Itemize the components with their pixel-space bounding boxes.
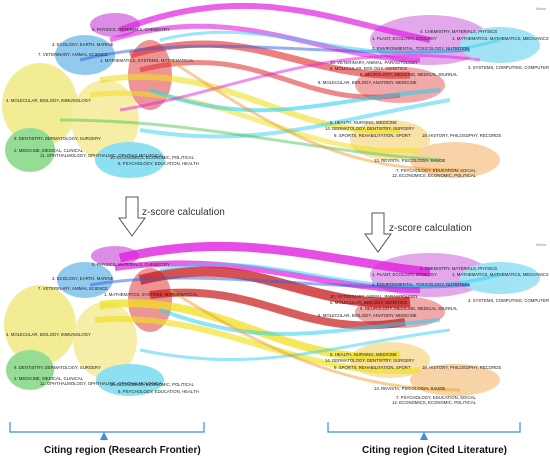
right-down-arrow-icon xyxy=(364,212,392,253)
top-right-label: 1. MATHEMATICS, MATHEMATICS, MECHANICS xyxy=(452,36,549,41)
top-right-label: 1. PLANT, ECOLOGY, ZOOLOGY xyxy=(372,36,437,41)
zscore-left-label: z-score calculation xyxy=(142,207,225,218)
top-left-label: 7. VETERINARY, ANIMAL SCIENCE xyxy=(38,52,108,57)
bottom-left-label: 9. DENTISTRY, DERMATOLOGY, SURGERY xyxy=(14,365,101,370)
bottom-left-label: 11. OPHTHALMOLOGY, OPHTHALMIC, OPHTHALMO… xyxy=(40,381,162,386)
top-right-label: 10. VETERINARY, ANIMAL, PARASITOLOGY xyxy=(330,60,418,65)
bottom-right-label: 7. PSYCHOLOGY, EDUCATION, SOCIAL xyxy=(396,395,476,400)
top-left-label: 4. MOLECULAR, BIOLOGY, IMMUNOLOGY xyxy=(6,98,91,103)
top-right-label: 5. HEALTH, NURSING, MEDICINE xyxy=(330,120,398,125)
citing-region-arrow-icon xyxy=(100,432,108,440)
bottom-left-label: 1. MATHEMATICS, SYSTEMS, MATHEMATICAL xyxy=(104,292,198,297)
top-right-label: 3. SYSTEMS, COMPUTING, COMPUTER xyxy=(468,65,549,70)
top-right-label: 13. REVISTA, PSICOLOGIA, SAUDE xyxy=(374,158,446,163)
bottom-right-label: 6. NEUROLOGY, MEDICINE, MEDICAL JOURNAL xyxy=(360,306,458,311)
bottom-right-label: 8. MOLECULAR, BIOLOGY, ANATOMY, MEDICINE xyxy=(318,313,417,318)
bottom-right-label: 13. REVISTA, PSICOLOGIA, SAUDE xyxy=(374,386,446,391)
bottom-right-label: 1. MATHEMATICS, MATHEMATICS, MECHANICS xyxy=(452,272,549,277)
bottom-overlay-svg xyxy=(4,241,540,396)
bottom-right-label: 14. DERMATOLOGY, DENTISTRY, SURGERY xyxy=(325,358,415,363)
top-left-cluster xyxy=(2,13,172,178)
top-right-label: 6. NEUROLOGY, MEDICINE, MEDICAL JOURNAL xyxy=(360,72,458,77)
bottom-right-label: 4. CHEMISTRY, MATERIALS, PHYSICS xyxy=(420,266,498,271)
bottom-left-label: 4. MOLECULAR, BIOLOGY, IMMUNOLOGY xyxy=(6,332,91,337)
top-right-label: 4. CHEMISTRY, MATERIALS, PHYSICS xyxy=(420,29,498,34)
citing-region-bracket xyxy=(9,422,205,433)
top-left-label: 10. ECONOMICS, ECONOMIC, POLITICAL xyxy=(110,155,195,160)
bottom-right-label: 5. MOLECULAR, BIOLOGY, GENETICS xyxy=(330,300,408,305)
top-left-label: 6. PSYCHOLOGY, EDUCATION, HEALTH xyxy=(118,161,199,166)
top-overlay-map: Words 5. PHYSICS, MATERIALS, CHEMISTRY 3… xyxy=(0,0,550,200)
cited-region-bracket xyxy=(327,422,521,433)
cited-region-title: Citing region (Cited Literature) xyxy=(362,445,507,456)
bottom-right-label: 1. PLANT, ECOLOGY, ZOOLOGY xyxy=(372,272,437,277)
bottom-right-label: 10. VETERINARY, ANIMAL, PARASITOLOGY xyxy=(330,294,418,299)
top-right-label: 2. ENVIRONMENTAL, TOXICOLOGY, NUTRITION xyxy=(372,46,470,51)
region-brackets xyxy=(9,422,521,440)
top-left-label: 3. ECOLOGY, EARTH, MARINE xyxy=(52,42,114,47)
top-left-label: 5. PHYSICS, MATERIALS, CHEMISTRY xyxy=(92,27,170,32)
bottom-right-label: 18. HISTORY, PHILOSOPHY, RECORDS xyxy=(422,365,502,370)
top-right-label: 8. MOLECULAR, BIOLOGY, ANATOMY, MEDICINE xyxy=(318,80,417,85)
zscore-right-label: z-score calculation xyxy=(389,223,472,234)
top-panel-badge: Words xyxy=(536,7,547,11)
bottom-left-label: 5. PHYSICS, MATERIALS, CHEMISTRY xyxy=(92,262,170,267)
top-left-label: 11. OPHTHALMOLOGY, OPHTHALMIC, OPHTHALMO… xyxy=(40,153,162,158)
top-right-label: 5. MOLECULAR, BIOLOGY, GENETICS xyxy=(330,66,408,71)
top-right-label: 14. DERMATOLOGY, DENTISTRY, SURGERY xyxy=(325,126,415,131)
bottom-flow-curves xyxy=(89,241,501,392)
bottom-left-label: 10. ECONOMICS, ECONOMIC, POLITICAL xyxy=(110,382,195,387)
bottom-right-label: 5. HEALTH, NURSING, MEDICINE xyxy=(330,352,398,357)
bottom-right-label: 3. SYSTEMS, COMPUTING, COMPUTER xyxy=(468,298,549,303)
cited-region-arrow-icon xyxy=(420,432,428,440)
bottom-right-label: 2. ENVIRONMENTAL, TOXICOLOGY, NUTRITION xyxy=(372,282,470,287)
top-left-label: 9. DENTISTRY, DERMATOLOGY, SURGERY xyxy=(14,136,101,141)
top-left-label: 2. MEDICINE, MEDICAL, CLINICAL xyxy=(14,148,84,153)
top-left-label: 1. MATHEMATICS, SYSTEMS, MATHEMATICAL xyxy=(100,58,194,63)
bottom-overlay-map: Words 5. PHYSICS, MATERIALS, CHEMISTRY 3… xyxy=(0,240,550,410)
top-flow-curves xyxy=(59,2,501,172)
top-right-label: 7. PSYCHOLOGY, EDUCATION, SOCIAL xyxy=(396,168,476,173)
bottom-right-label: 12. ECONOMICS, ECONOMIC, POLITICAL xyxy=(392,400,477,405)
bottom-left-label: 7. VETERINARY, ANIMAL SCIENCE xyxy=(38,286,108,291)
bottom-left-label: 2. MEDICINE, MEDICAL, CLINICAL xyxy=(14,376,84,381)
top-right-label: 18. HISTORY, PHILOSOPHY, RECORDS xyxy=(422,133,502,138)
top-right-label: 12. ECONOMICS, ECONOMIC, POLITICAL xyxy=(392,173,477,178)
top-right-label: 9. SPORTS, REHABILITATION, SPORT xyxy=(334,133,411,138)
bottom-left-label: 6. PSYCHOLOGY, EDUCATION, HEALTH xyxy=(118,389,199,394)
bottom-right-label: 9. SPORTS, REHABILITATION, SPORT xyxy=(334,365,411,370)
citing-region-title: Citing region (Research Frontier) xyxy=(44,445,201,456)
bottom-left-label: 3. ECOLOGY, EARTH, MARINE xyxy=(52,276,114,281)
top-overlay-svg xyxy=(2,2,540,178)
bottom-panel-badge: Words xyxy=(536,243,547,247)
left-down-arrow-icon xyxy=(118,196,146,237)
